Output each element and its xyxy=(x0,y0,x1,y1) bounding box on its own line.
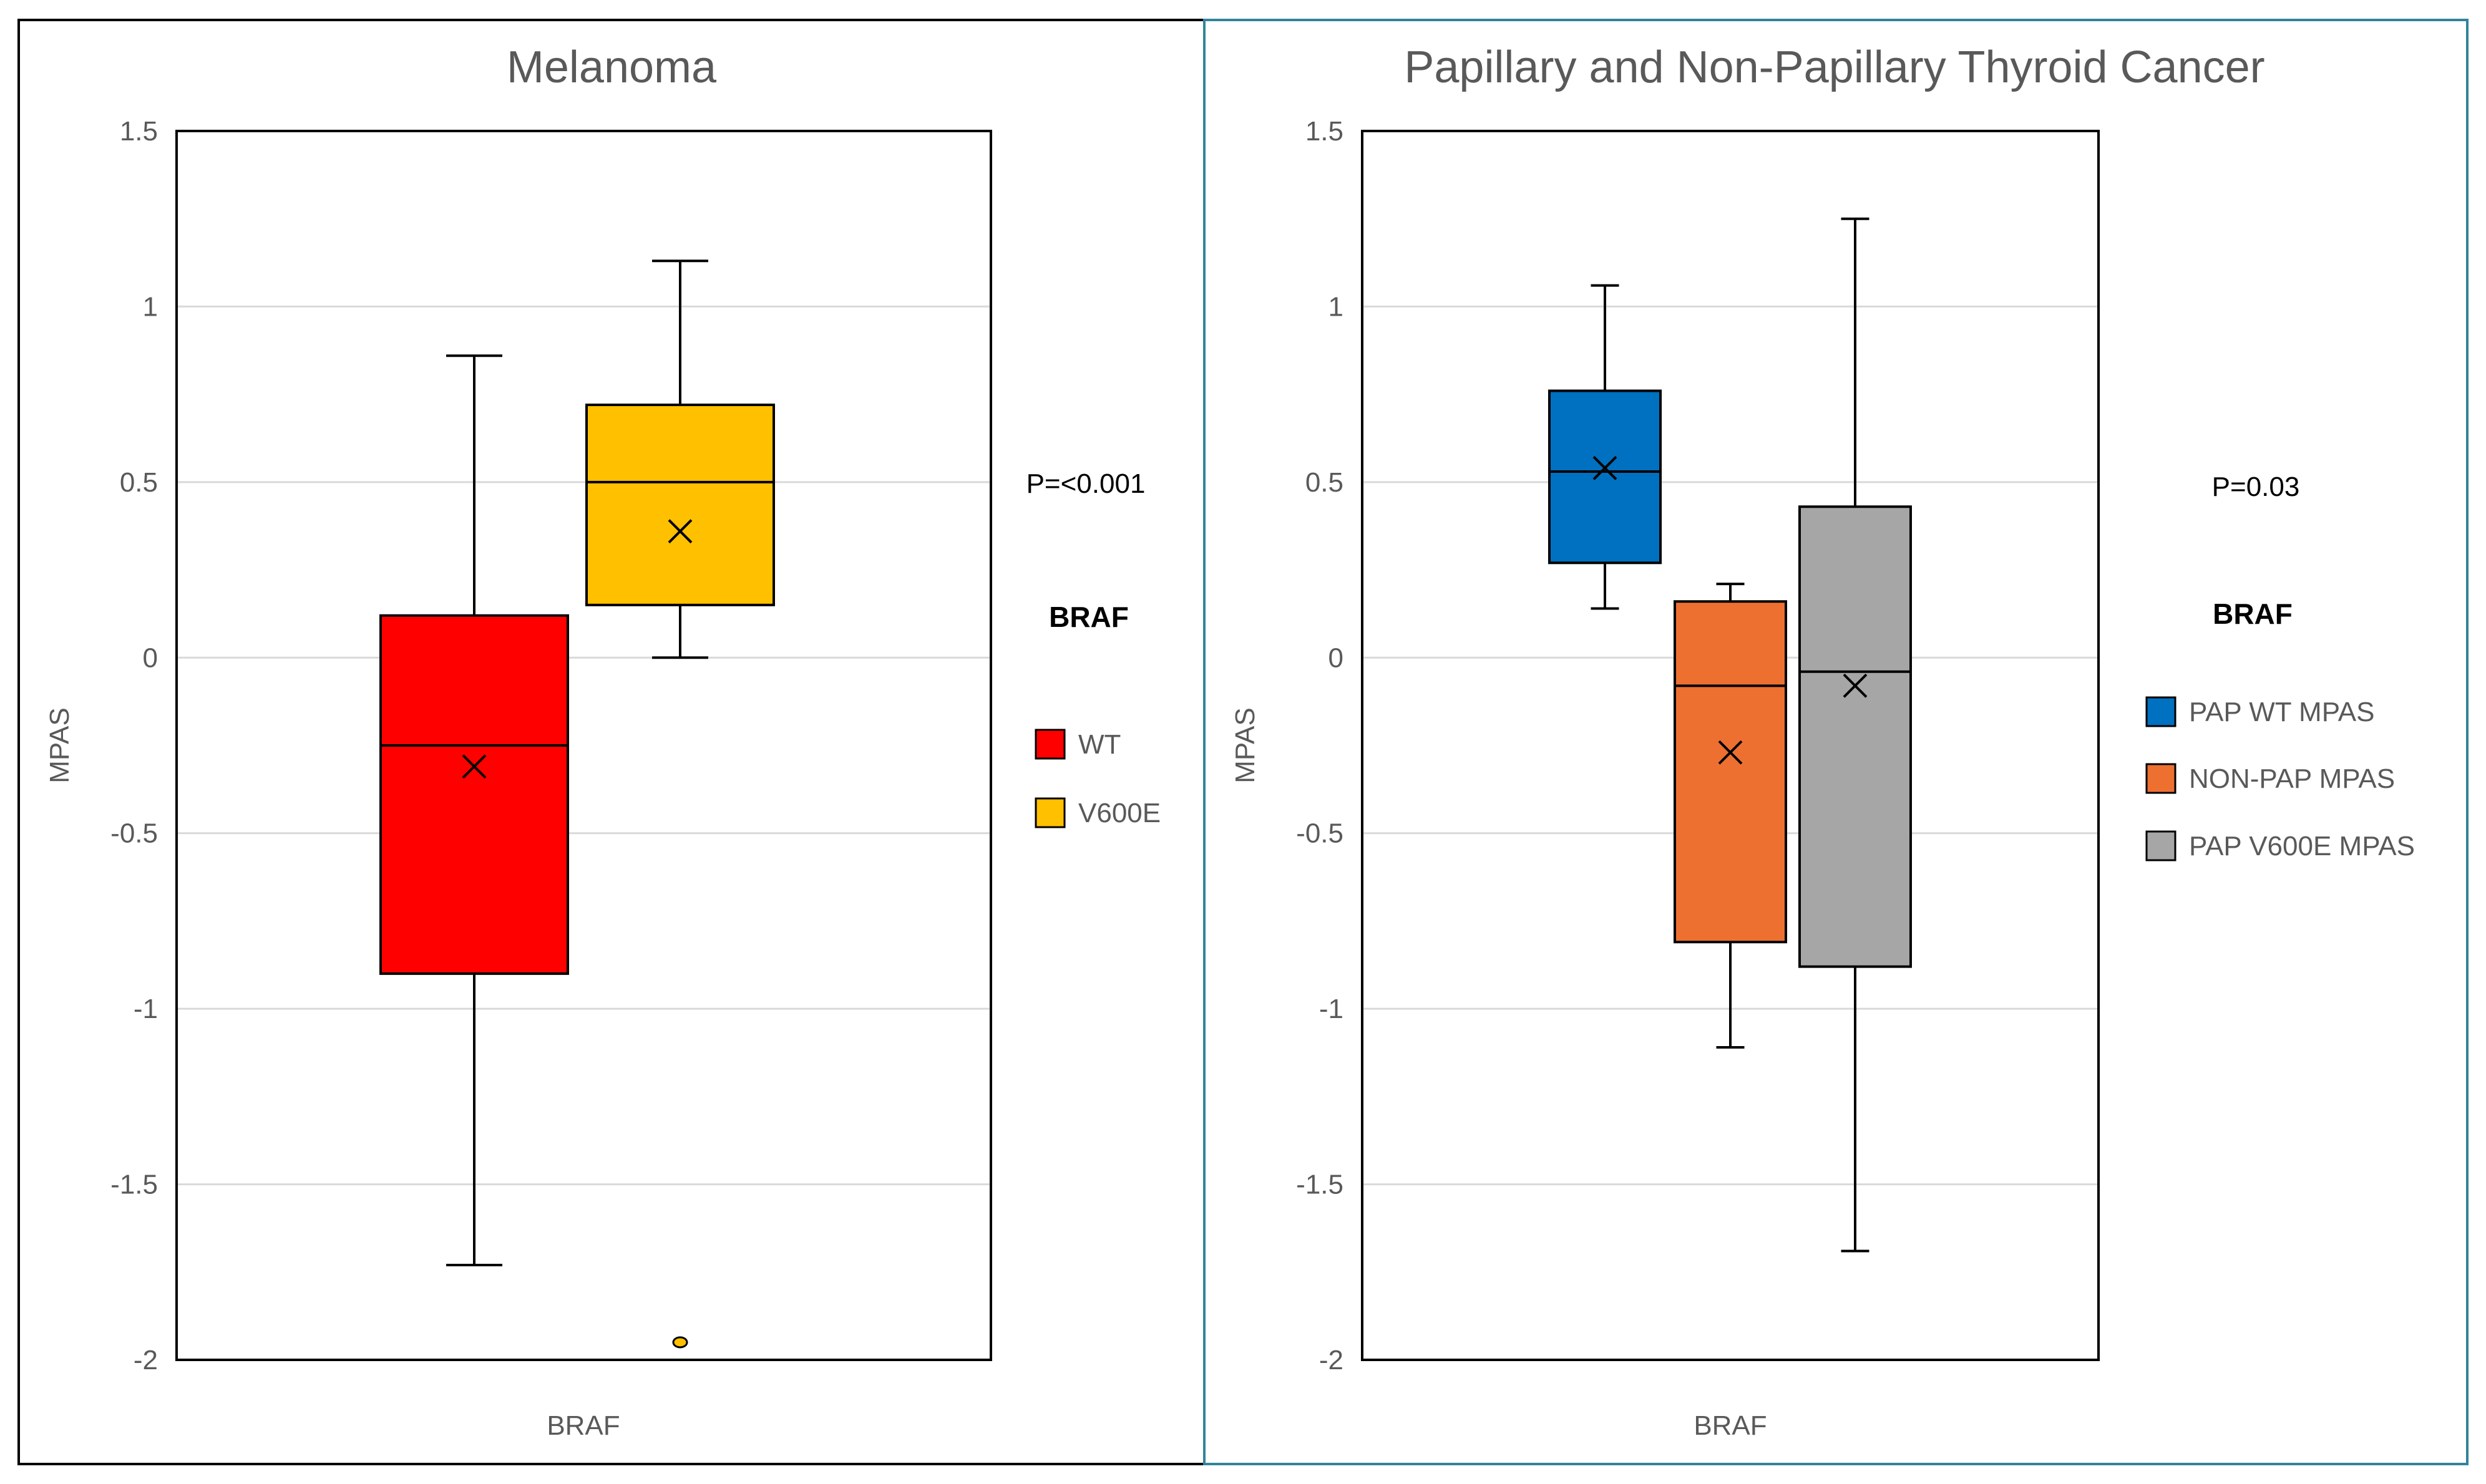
legend-swatch-non-pap xyxy=(2145,763,2176,794)
legend: WT V600E xyxy=(1035,729,1161,828)
y-tick-label: 0.5 xyxy=(1305,467,1343,498)
box-pap-wt-mpas xyxy=(1548,284,1662,610)
y-tick-label: -1 xyxy=(134,994,158,1024)
legend-swatch-pap-v600e xyxy=(2145,830,2176,861)
x-axis-label: BRAF xyxy=(547,1410,620,1441)
chart-title: Papillary and Non-Papillary Thyroid Canc… xyxy=(1404,42,2264,92)
legend-label-wt: WT xyxy=(1078,729,1121,760)
iqr-box xyxy=(1548,389,1662,565)
x-axis-label: BRAF xyxy=(1694,1410,1767,1441)
y-tick-label: 1 xyxy=(1328,291,1343,322)
boxplot-series xyxy=(1548,217,1912,1253)
panel-border xyxy=(17,19,1206,1465)
panel-melanoma: Melanoma 1.510.50-0.5-1-1.5-2 MPAS BRAF … xyxy=(17,19,1206,1465)
plot-area xyxy=(175,130,992,1361)
mean-marker xyxy=(668,519,693,544)
legend-swatch-wt xyxy=(1035,729,1066,760)
iqr-box xyxy=(585,404,775,606)
legend-label-pap-wt: PAP WT MPAS xyxy=(2189,697,2374,727)
y-tick-labels: 1.5 1 0.5 0 -0.5 -1 -1.5 -2 xyxy=(110,116,158,1375)
y-axis-label: MPAS xyxy=(44,707,75,783)
y-tick-label: 0 xyxy=(1328,643,1343,673)
box-pap-v600e-mpas xyxy=(1798,217,1912,1253)
mean-marker xyxy=(462,754,487,779)
legend-title: BRAF xyxy=(2213,598,2293,630)
y-tick-labels: 1.5 1 0.5 0 -0.5 -1 -1.5 -2 xyxy=(1296,116,1343,1375)
gridlines xyxy=(177,305,991,1186)
legend-label-non-pap: NON-PAP MPAS xyxy=(2189,764,2395,794)
y-tick-label: 1 xyxy=(143,291,158,322)
box-v600e xyxy=(585,259,775,1349)
boxplot-series xyxy=(379,259,775,1349)
p-value-label: P=<0.001 xyxy=(1026,468,1146,499)
legend-title: BRAF xyxy=(1049,601,1129,633)
box-wt xyxy=(379,354,569,1267)
plot-area xyxy=(1361,130,2100,1361)
y-tick-label: 0.5 xyxy=(120,467,158,498)
iqr-box xyxy=(1674,600,1787,944)
y-tick-label: -1.5 xyxy=(1296,1170,1343,1200)
outlier-point xyxy=(672,1336,688,1349)
p-value-label: P=0.03 xyxy=(2212,472,2300,502)
y-axis-label: MPAS xyxy=(1230,707,1260,783)
chart-title: Melanoma xyxy=(507,42,717,92)
y-tick-label: -1.5 xyxy=(110,1170,158,1200)
legend: PAP WT MPAS NON-PAP MPAS PAP V600E MPAS xyxy=(2145,696,2415,861)
mean-marker xyxy=(1843,673,1868,698)
y-tick-label: -0.5 xyxy=(1296,818,1343,849)
mean-marker xyxy=(1718,740,1743,765)
legend-swatch-v600e xyxy=(1035,797,1066,828)
mean-marker xyxy=(1592,455,1617,480)
panel-thyroid: Papillary and Non-Papillary Thyroid Canc… xyxy=(1203,19,2469,1465)
y-tick-label: -2 xyxy=(134,1345,158,1375)
legend-swatch-pap-wt xyxy=(2145,696,2176,727)
y-tick-label: -2 xyxy=(1319,1345,1343,1375)
y-tick-label: 0 xyxy=(143,643,158,673)
y-tick-label: -0.5 xyxy=(110,818,158,849)
legend-label-v600e: V600E xyxy=(1078,798,1161,828)
legend-label-pap-v600e: PAP V600E MPAS xyxy=(2189,831,2415,861)
y-tick-label: 1.5 xyxy=(120,116,158,147)
iqr-box xyxy=(1798,505,1912,968)
y-tick-label: -1 xyxy=(1319,994,1343,1024)
iqr-box xyxy=(379,614,569,975)
box-non-pap-mpas xyxy=(1674,583,1787,1049)
y-tick-label: 1.5 xyxy=(1305,116,1343,147)
